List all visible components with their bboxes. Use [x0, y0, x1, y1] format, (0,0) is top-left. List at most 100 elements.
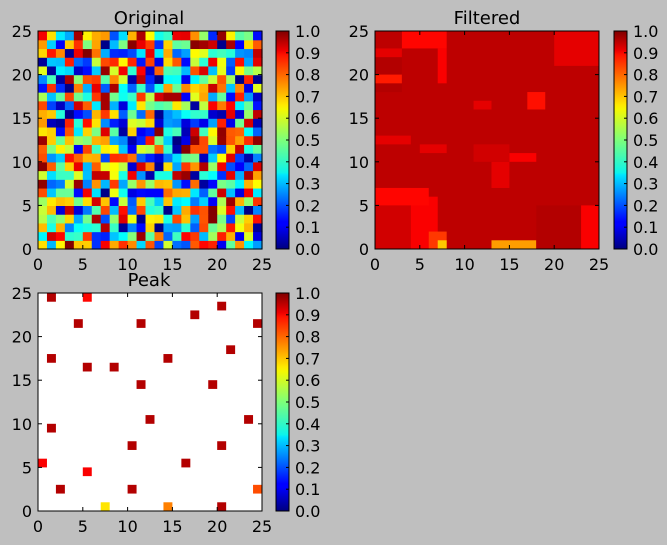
- heatmap-cell: [172, 83, 182, 93]
- heatmap-cell: [163, 153, 173, 163]
- heatmap-cell: [127, 83, 138, 93]
- heatmap-cell: [109, 100, 120, 111]
- heatmap-cell: [172, 48, 182, 58]
- heatmap-cell: [55, 118, 66, 128]
- heatmap-cell: [91, 214, 102, 224]
- heatmap-cell: [55, 39, 66, 50]
- heatmap-cell: [118, 196, 129, 206]
- heatmap-cell: [73, 196, 84, 206]
- heatmap-cell: [38, 231, 48, 241]
- heatmap-cell: [46, 65, 57, 76]
- heatmap-cell: [244, 161, 254, 172]
- heatmap-cell: [208, 144, 218, 154]
- heatmap-cell: [181, 100, 191, 111]
- heatmap-cell: [109, 231, 120, 241]
- heatmap-block: [375, 135, 411, 145]
- heatmap-cell: [154, 222, 165, 233]
- heatmap-cell: [235, 48, 245, 58]
- heatmap-cell: [244, 153, 254, 163]
- heatmap-cell: [226, 39, 236, 50]
- heatmap-cell: [217, 196, 227, 206]
- heatmap-cell: [82, 240, 93, 250]
- heatmap-cell: [64, 196, 75, 206]
- heatmap-cell: [100, 83, 111, 93]
- heatmap-cell: [226, 240, 236, 250]
- heatmap-cell: [154, 187, 165, 198]
- heatmap-cell: [136, 109, 147, 119]
- heatmap-cell: [190, 57, 200, 67]
- heatmap-cell: [190, 31, 200, 41]
- heatmap-cell: [127, 135, 138, 145]
- heatmap-cell: [109, 39, 120, 50]
- peak-cell: [82, 293, 92, 302]
- heatmap-cell: [190, 222, 200, 233]
- heatmap-cell: [100, 214, 111, 224]
- heatmap-cell: [136, 135, 147, 145]
- heatmap-cell: [91, 109, 102, 119]
- heatmap-cell: [91, 205, 102, 215]
- peak-cell: [136, 319, 146, 328]
- heatmap-cell: [91, 196, 102, 206]
- heatmap-cell: [55, 48, 66, 58]
- heatmap-cell: [100, 240, 111, 250]
- heatmap-cell: [199, 65, 209, 76]
- heatmap-cell: [118, 126, 129, 137]
- colorbar-tick-label: 0.8: [295, 328, 320, 347]
- heatmap-cell: [91, 135, 102, 145]
- heatmap-cell: [118, 83, 129, 93]
- heatmap-cell: [100, 39, 111, 50]
- heatmap-cell: [38, 170, 48, 180]
- heatmap-cell: [91, 57, 102, 67]
- heatmap-cell: [190, 231, 200, 241]
- peak-cell: [100, 502, 110, 511]
- heatmap-cell: [163, 170, 173, 180]
- heatmap-cell: [199, 109, 209, 119]
- heatmap-cell: [208, 205, 218, 215]
- y-tick-label: 15: [349, 109, 369, 128]
- heatmap-cell: [190, 92, 200, 102]
- x-tick-label: 20: [207, 517, 227, 536]
- heatmap-cell: [82, 153, 93, 163]
- heatmap-cell: [64, 100, 75, 111]
- heatmap-cell: [190, 83, 200, 93]
- heatmap-cell: [145, 231, 156, 241]
- heatmap-cell: [145, 205, 156, 215]
- heatmap-cell: [253, 196, 263, 206]
- heatmap-cell: [217, 57, 227, 67]
- heatmap-cell: [64, 214, 75, 224]
- y-tick-label: 10: [12, 153, 32, 172]
- heatmap-cell: [46, 48, 57, 58]
- heatmap-cell: [181, 48, 191, 58]
- heatmap-cell: [38, 48, 48, 58]
- heatmap-cell: [226, 92, 236, 102]
- heatmap-cell: [226, 179, 236, 189]
- colorbar-tick-label: 0.9: [295, 306, 320, 325]
- heatmap-cell: [91, 161, 102, 172]
- heatmap-cell: [217, 153, 227, 163]
- heatmap-cell: [172, 179, 182, 189]
- heatmap-cell: [181, 109, 191, 119]
- heatmap-cell: [100, 222, 111, 233]
- heatmap-cell: [82, 231, 93, 241]
- heatmap-cell: [253, 144, 263, 154]
- heatmap-cell: [64, 153, 75, 163]
- y-tick-label: 25: [12, 22, 32, 41]
- heatmap-cell: [181, 135, 191, 145]
- heatmap-cell: [55, 109, 66, 119]
- heatmap-cell: [82, 109, 93, 119]
- colorbar-tick-label: 0.6: [633, 109, 658, 128]
- heatmap-cell: [190, 161, 200, 172]
- heatmap-cell: [154, 196, 165, 206]
- colorbar-tick-label: 0.1: [633, 218, 658, 237]
- heatmap-cell: [172, 153, 182, 163]
- heatmap-cell: [136, 187, 147, 198]
- heatmap-cell: [136, 100, 147, 111]
- heatmap-cell: [190, 74, 200, 84]
- heatmap-cell: [163, 240, 173, 250]
- heatmap-cell: [226, 74, 236, 84]
- heatmap-cell: [172, 118, 182, 128]
- heatmap-block: [473, 100, 492, 110]
- heatmap-cell: [73, 222, 84, 233]
- colorbar-gradient: [276, 31, 289, 249]
- heatmap-cell: [244, 205, 254, 215]
